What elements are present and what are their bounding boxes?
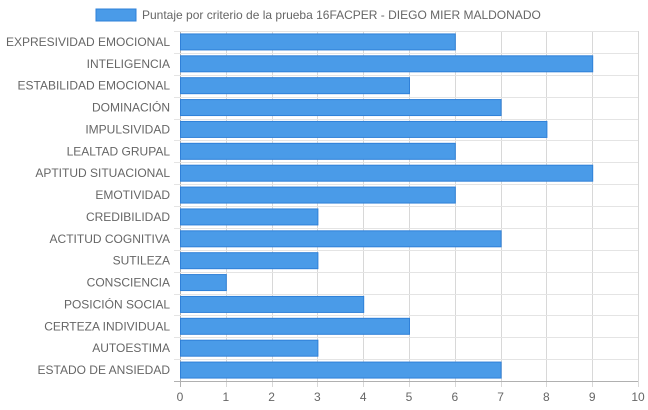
bar[interactable]	[180, 55, 594, 73]
bar[interactable]	[180, 120, 548, 138]
x-axis-tick-label: 1	[222, 390, 229, 404]
y-axis-category-label: EMOTIVIDAD	[95, 188, 170, 202]
bar[interactable]	[180, 361, 502, 379]
bars	[180, 33, 594, 379]
x-axis-tick-label: 10	[631, 390, 645, 404]
x-axis-tick-label: 2	[268, 390, 275, 404]
y-axis-category-label: ESTABILIDAD EMOCIONAL	[18, 79, 171, 93]
y-axis-category-label: SUTILEZA	[113, 254, 170, 268]
x-axis-tick-label: 5	[406, 390, 413, 404]
bar[interactable]	[180, 252, 319, 270]
y-axis-category-label: EXPRESIVIDAD EMOCIONAL	[6, 35, 170, 49]
bar[interactable]	[180, 99, 502, 117]
bar[interactable]	[180, 142, 456, 160]
x-axis-tick-label: 4	[360, 390, 367, 404]
bar[interactable]	[180, 230, 502, 248]
y-axis-category-label: IMPULSIVIDAD	[85, 122, 170, 136]
bar[interactable]	[180, 164, 594, 182]
x-axis-tick-label: 8	[543, 390, 550, 404]
bar[interactable]	[180, 208, 319, 226]
y-axis-category-label: LEALTAD GRUPAL	[67, 144, 171, 158]
y-axis-category-label: CONSCIENCIA	[87, 276, 170, 290]
y-axis-category-label: AUTOESTIMA	[92, 341, 170, 355]
y-axis-category-label: POSICIÓN SOCIAL	[64, 296, 170, 311]
y-axis-category-label: CERTEZA INDIVIDUAL	[44, 319, 170, 333]
bar[interactable]	[180, 274, 227, 292]
x-axis-tick-label: 7	[497, 390, 504, 404]
legend-label: Puntaje por criterio de la prueba 16FACP…	[142, 8, 541, 22]
y-axis-category-label: CREDIBILIDAD	[86, 210, 170, 224]
y-axis-category-label: ACTITUD COGNITIVA	[50, 232, 170, 246]
bar[interactable]	[180, 186, 456, 204]
legend[interactable]: Puntaje por criterio de la prueba 16FACP…	[95, 8, 541, 22]
legend-swatch	[95, 8, 137, 22]
bar[interactable]	[180, 317, 410, 335]
bar[interactable]	[180, 339, 319, 357]
x-axis-tick-label: 3	[314, 390, 321, 404]
x-axis-labels: 0 1 2 3 4 5 6 7 8 9 10	[177, 390, 645, 404]
y-axis-category-label: INTELIGENCIA	[87, 57, 170, 71]
x-axis-tick-label: 9	[589, 390, 596, 404]
bar[interactable]	[180, 77, 410, 95]
y-axis-category-label: ESTADO DE ANSIEDAD	[38, 363, 171, 377]
y-axis-labels: EXPRESIVIDAD EMOCIONAL INTELIGENCIA ESTABI…	[6, 35, 170, 377]
y-axis-category-label: APTITUD SITUACIONAL	[35, 166, 170, 180]
bar[interactable]	[180, 33, 456, 51]
x-axis-tick-label: 6	[451, 390, 458, 404]
y-axis-category-label: DOMINACIÓN	[92, 100, 170, 115]
x-axis-tick-label: 0	[177, 390, 184, 404]
bar[interactable]	[180, 295, 365, 313]
